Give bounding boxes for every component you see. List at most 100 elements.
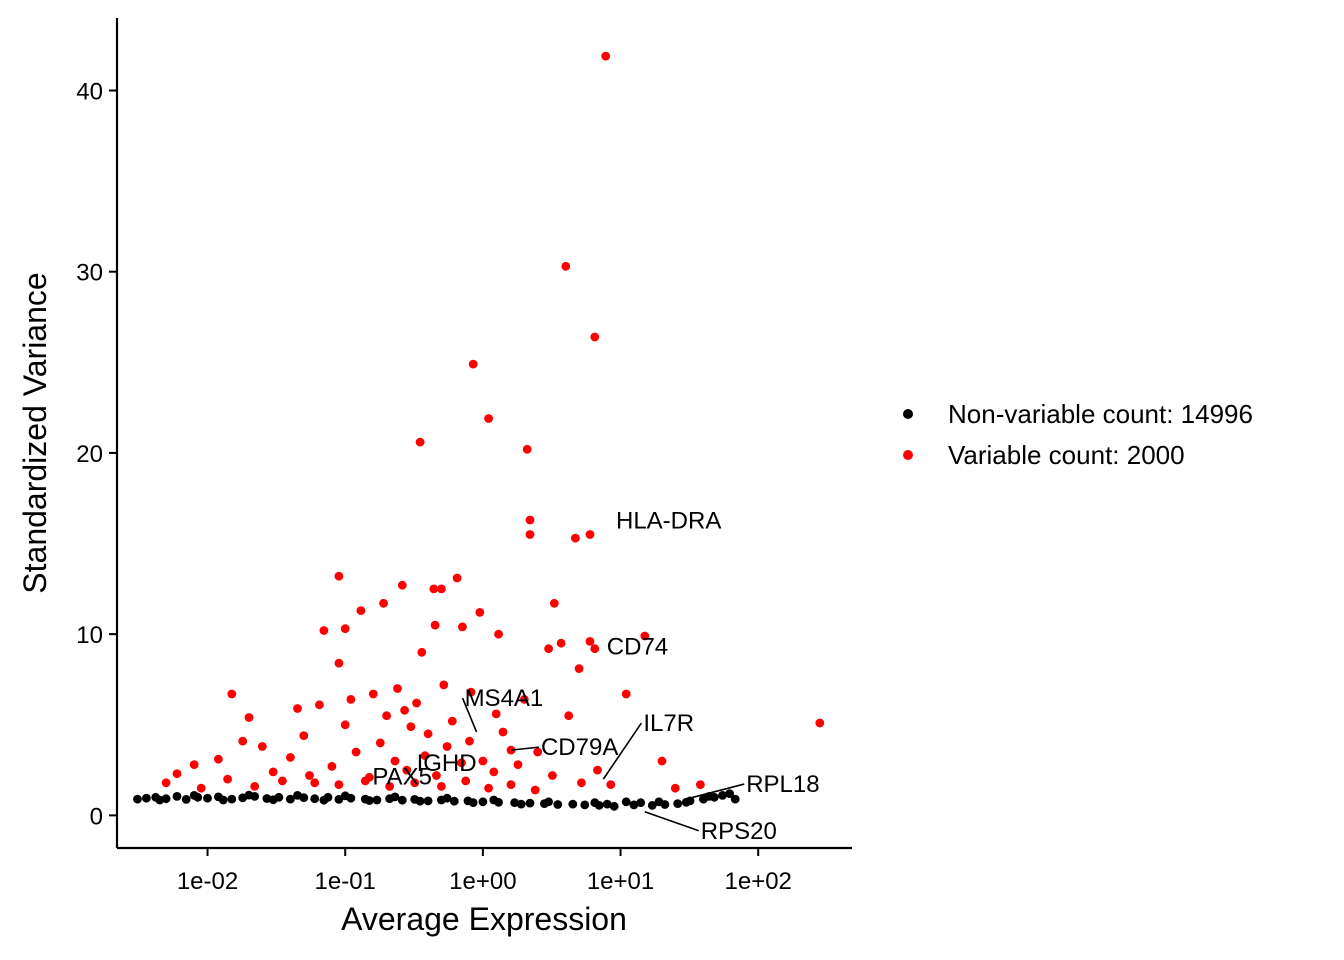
data-point: [457, 758, 466, 768]
x-tick-label: 1e+01: [587, 868, 654, 895]
data-point: [196, 783, 206, 793]
data-point: [458, 622, 467, 632]
gene-label: MS4A1: [465, 685, 544, 712]
data-point: [696, 780, 705, 789]
gene-label: HLA-DRA: [616, 507, 721, 534]
data-point: [506, 780, 516, 789]
y-tick-label: 40: [76, 78, 103, 105]
data-point: [449, 796, 459, 806]
data-point: [602, 799, 612, 809]
legend-label-non-variable: Non-variable count: 14996: [948, 399, 1253, 429]
annotation-leader-line: [461, 697, 478, 733]
x-axis-title: Average Expression: [341, 901, 627, 937]
data-point: [437, 782, 446, 791]
data-point: [548, 771, 557, 780]
data-point: [593, 765, 602, 775]
y-axis-title: Standardized Variance: [17, 272, 53, 593]
data-point: [654, 797, 664, 807]
data-point: [585, 530, 595, 539]
data-point: [327, 762, 337, 771]
data-point: [590, 644, 600, 654]
data-point: [640, 631, 650, 641]
data-point: [484, 414, 493, 423]
data-point: [681, 797, 691, 807]
data-point: [609, 801, 619, 811]
data-point: [223, 774, 233, 784]
data-point: [305, 771, 314, 780]
data-point: [510, 798, 519, 808]
data-point: [556, 638, 566, 648]
data-point: [478, 756, 488, 766]
data-point: [725, 789, 734, 798]
data-point: [533, 747, 543, 757]
data-point: [432, 771, 441, 780]
data-point: [334, 658, 344, 668]
x-tick-label: 1e+00: [449, 868, 516, 895]
data-point: [525, 530, 535, 539]
data-point: [360, 776, 370, 786]
data-point: [461, 776, 471, 786]
data-point: [319, 626, 329, 635]
data-point: [244, 713, 254, 722]
data-point: [334, 571, 344, 581]
data-point: [564, 711, 574, 721]
data-point: [647, 801, 657, 810]
variable-points: [161, 51, 825, 795]
data-point: [513, 760, 523, 769]
data-point: [189, 791, 199, 800]
gene-label: CD74: [607, 634, 668, 661]
data-point: [606, 780, 616, 789]
data-point: [181, 795, 191, 804]
data-point: [544, 644, 553, 654]
data-point: [439, 680, 449, 690]
data-point: [340, 791, 350, 801]
data-point: [278, 776, 287, 786]
legend-key-non-variable: [903, 409, 913, 419]
data-point: [406, 722, 416, 731]
data-point: [577, 778, 586, 788]
data-point: [571, 533, 580, 543]
data-point: [286, 753, 295, 762]
gene-label: IL7R: [643, 710, 694, 737]
y-tick-label: 0: [90, 803, 103, 830]
data-point: [730, 794, 740, 804]
data-point: [544, 797, 553, 807]
data-point: [412, 698, 421, 708]
data-point: [375, 738, 385, 748]
annotation-leader-line: [602, 722, 643, 780]
data-point: [382, 711, 391, 721]
data-point: [423, 729, 433, 739]
data-point: [133, 794, 142, 804]
data-point: [155, 795, 165, 805]
data-point: [417, 647, 427, 657]
data-point: [161, 778, 171, 788]
data-point: [365, 796, 374, 805]
data-point: [465, 736, 474, 746]
data-point: [402, 765, 412, 775]
data-point: [718, 791, 727, 800]
annotation-leader-line: [510, 746, 540, 751]
data-point: [390, 756, 400, 766]
data-point: [549, 598, 559, 608]
data-point: [238, 736, 248, 746]
data-point: [393, 684, 402, 693]
data-point: [351, 747, 361, 757]
x-tick-label: 1e-01: [315, 868, 376, 895]
data-point: [142, 793, 151, 803]
data-point: [390, 792, 400, 802]
data-point: [315, 700, 324, 710]
legend-key-variable: [903, 450, 913, 460]
data-point: [478, 797, 488, 807]
data-point: [385, 782, 394, 791]
data-point: [466, 687, 476, 697]
data-point: [379, 598, 388, 608]
data-point: [568, 799, 578, 809]
data-point: [172, 769, 182, 779]
legend-label-variable: Variable count: 2000: [948, 440, 1185, 470]
data-point: [636, 798, 646, 808]
data-point: [293, 791, 302, 800]
data-point: [580, 800, 590, 810]
y-tick-label: 10: [76, 622, 103, 649]
